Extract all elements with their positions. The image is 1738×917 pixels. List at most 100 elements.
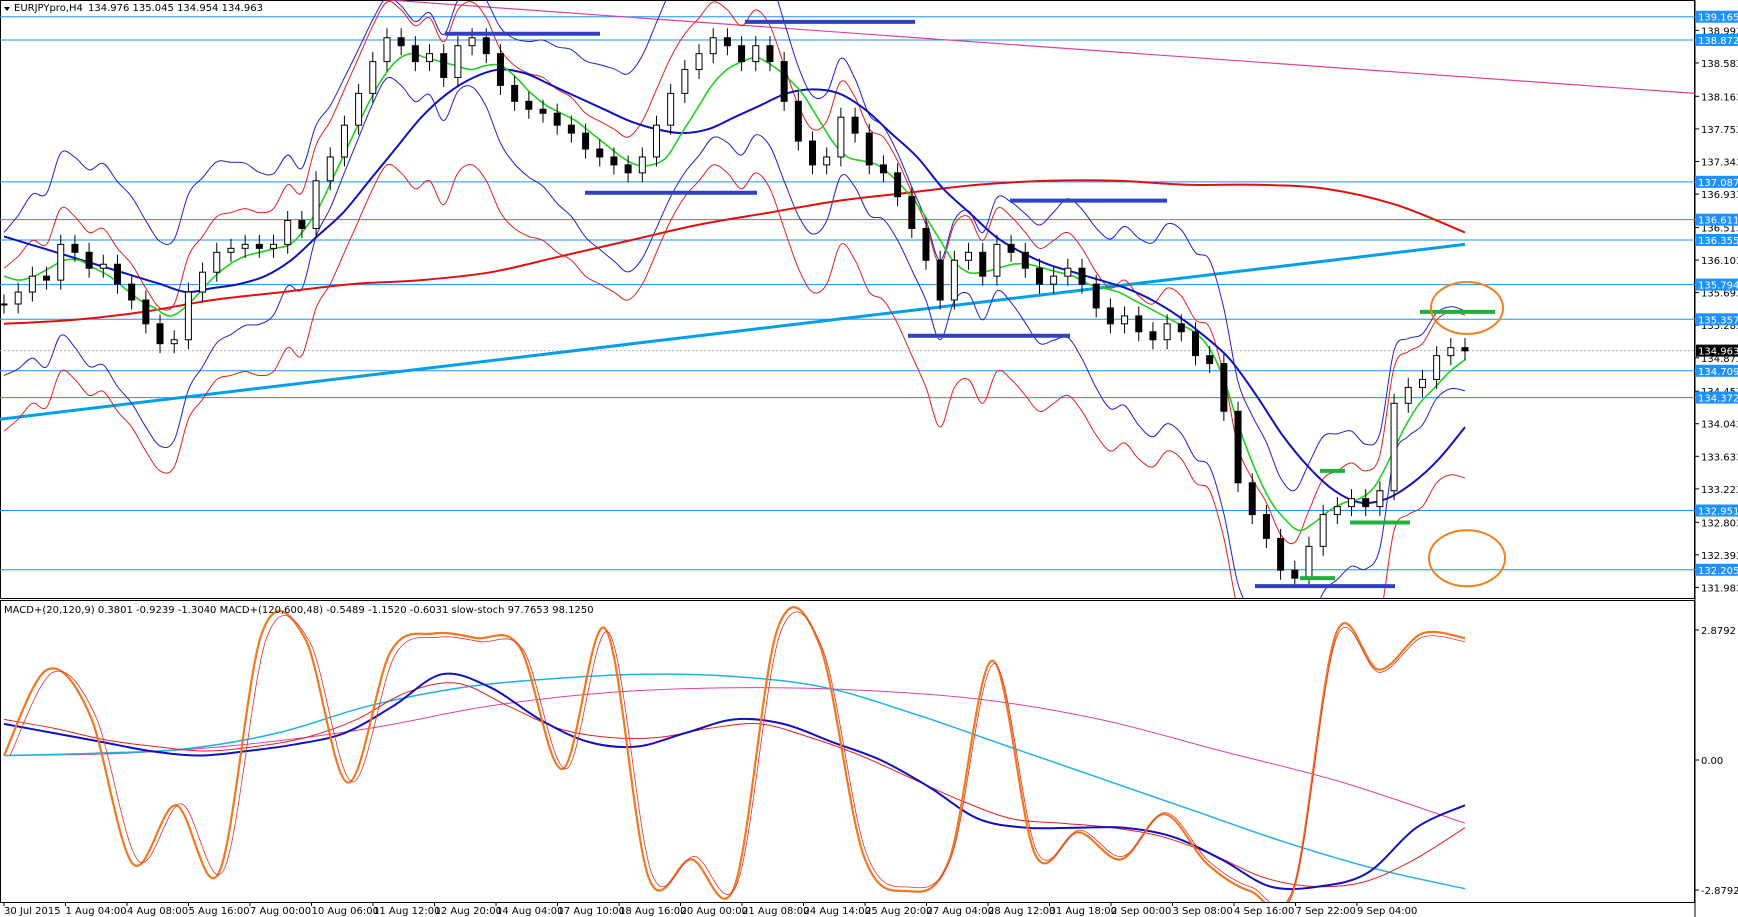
candle-body[interactable] [723, 37, 731, 47]
candle-body[interactable] [511, 84, 519, 102]
candle-body[interactable] [1021, 251, 1029, 269]
candle-body[interactable] [1206, 355, 1214, 365]
slow-stoch-line[interactable] [3, 606, 1466, 911]
candle-body[interactable] [681, 69, 689, 94]
candle-body[interactable] [1106, 307, 1114, 325]
candle-body[interactable] [1291, 569, 1299, 579]
candle-body[interactable] [43, 275, 51, 281]
candle-body[interactable] [865, 132, 873, 166]
candle-body[interactable] [553, 112, 561, 126]
candle-body[interactable] [1376, 490, 1384, 508]
candle-body[interactable] [567, 124, 575, 134]
candle-body[interactable] [1404, 386, 1412, 404]
candle-body[interactable] [1348, 498, 1356, 508]
candle-body[interactable] [794, 100, 802, 142]
candle-body[interactable] [1007, 243, 1015, 253]
candle-body[interactable] [979, 251, 987, 277]
candle-body[interactable] [1277, 537, 1285, 571]
candle-body[interactable] [894, 172, 902, 198]
candle-body[interactable] [270, 243, 278, 249]
candle-body[interactable] [993, 243, 1001, 277]
candle-body[interactable] [255, 243, 263, 249]
candle-body[interactable] [312, 180, 320, 229]
candle-body[interactable] [170, 339, 178, 345]
candle-body[interactable] [482, 37, 490, 55]
candle-body[interactable] [1248, 482, 1256, 516]
candle-body[interactable] [28, 275, 36, 293]
pink-trend-line[interactable] [250, 0, 1695, 94]
green-ema-line[interactable] [3, 52, 1466, 532]
candle-body[interactable] [610, 156, 618, 166]
candle-body[interactable] [965, 251, 973, 261]
candle-body[interactable] [1319, 514, 1327, 547]
candle-body[interactable] [0, 303, 8, 306]
candle-body[interactable] [340, 124, 348, 158]
candle-body[interactable] [539, 108, 547, 114]
candle-body[interactable] [454, 45, 462, 78]
candle-body[interactable] [227, 247, 235, 253]
candle-body[interactable] [199, 271, 207, 293]
candle-body[interactable] [440, 53, 448, 78]
candle-body[interactable] [14, 291, 22, 305]
candle-body[interactable] [766, 45, 774, 63]
candle-body[interactable] [936, 259, 944, 301]
candle-body[interactable] [496, 53, 504, 86]
candle-body[interactable] [383, 37, 391, 63]
candle-body[interactable] [879, 164, 887, 174]
candle-body[interactable] [142, 299, 150, 325]
candle-body[interactable] [1220, 363, 1228, 412]
candle-body[interactable] [184, 291, 192, 341]
candle-body[interactable] [298, 220, 306, 229]
cyan-trend-line[interactable] [0, 242, 1466, 421]
candle-body[interactable] [411, 45, 419, 63]
highlight-circle[interactable] [1428, 529, 1506, 588]
red-sma-line[interactable] [3, 179, 1466, 325]
candle-body[interactable] [85, 251, 93, 269]
candle-body[interactable] [1149, 331, 1157, 341]
candle-body[interactable] [468, 37, 476, 47]
candle-body[interactable] [326, 156, 334, 182]
highlight-circle[interactable] [1430, 280, 1504, 335]
candle-body[interactable] [823, 156, 831, 166]
candle-body[interactable] [752, 45, 760, 63]
candle-body[interactable] [1418, 378, 1426, 388]
candle-body[interactable] [851, 116, 859, 134]
candle-body[interactable] [128, 283, 136, 301]
candle-body[interactable] [1191, 331, 1199, 357]
candle-body[interactable] [582, 132, 590, 150]
candle-body[interactable] [369, 61, 377, 94]
candle-body[interactable] [809, 140, 817, 166]
candle-body[interactable] [738, 45, 746, 63]
candle-body[interactable] [1433, 355, 1441, 380]
candle-body[interactable] [596, 148, 604, 158]
candle-body[interactable] [1050, 275, 1058, 285]
candle-body[interactable] [525, 100, 533, 110]
candle-body[interactable] [667, 92, 675, 126]
candle-body[interactable] [397, 37, 405, 47]
candle-body[interactable] [1177, 323, 1185, 333]
candle-body[interactable] [1163, 323, 1171, 341]
candle-body[interactable] [355, 92, 363, 126]
macd-long-line[interactable] [3, 673, 1466, 890]
candle-body[interactable] [950, 259, 958, 301]
chevron-down-icon[interactable] [4, 7, 10, 11]
candle-body[interactable] [780, 61, 788, 102]
candle-body[interactable] [1078, 267, 1086, 285]
candle-body[interactable] [426, 53, 434, 63]
candle-body[interactable] [1305, 545, 1313, 579]
candle-body[interactable] [71, 243, 79, 253]
candle-body[interactable] [638, 156, 646, 174]
candle-body[interactable] [284, 220, 292, 245]
candle-body[interactable] [1333, 506, 1341, 516]
candle-body[interactable] [1262, 514, 1270, 539]
macd-main-line[interactable] [3, 672, 1466, 891]
candle-body[interactable] [1390, 402, 1398, 492]
candle-body[interactable] [1135, 315, 1143, 333]
candle-body[interactable] [1121, 315, 1129, 325]
candle-body[interactable] [652, 124, 660, 158]
candle-body[interactable] [99, 263, 107, 269]
candle-body[interactable] [709, 37, 717, 55]
candle-body[interactable] [624, 164, 632, 174]
candle-body[interactable] [908, 196, 916, 229]
